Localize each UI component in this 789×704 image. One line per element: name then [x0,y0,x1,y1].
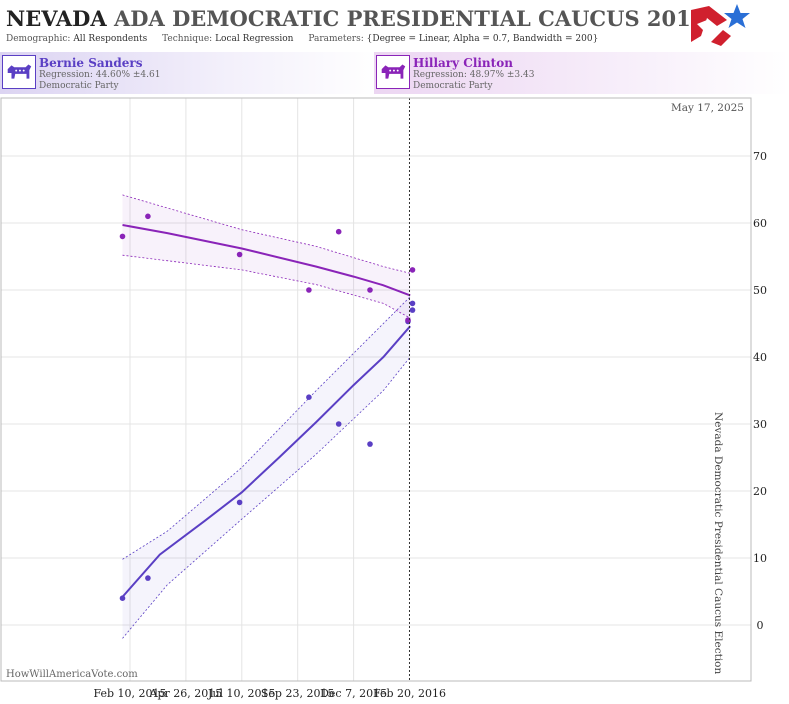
chart-title: NEVADA ADA DEMOCRATIC PRESIDENTIAL CAUCU… [6,6,705,31]
candidate-regression: Regression: 48.97% ±3.43 [413,70,535,80]
plot-border [0,97,752,682]
data-point [119,233,126,240]
data-points [119,213,416,601]
data-point [236,251,243,258]
band-upper-line [122,194,411,274]
title-state: NEVADA [6,6,107,31]
y-tick-label: 30 [753,418,767,431]
plot-frame [0,97,752,682]
watermark: HowWillAmericaVote.com [6,669,138,680]
x-tick-label: Apr 26, 2015 [149,687,223,700]
site-logo-icon [691,4,750,46]
candidate-name: Bernie Sanders [39,56,143,70]
data-point [409,267,416,273]
data-point [335,228,342,235]
title-rest: ADA DEMOCRATIC PRESIDENTIAL CAUCUS 2016 [113,6,706,31]
data-point [367,441,373,447]
x-tick-label: Feb 20, 2016 [373,687,446,700]
confidence-band [122,296,411,639]
date-stamp: May 17, 2025 [671,102,744,114]
data-point [335,421,342,427]
candidate-card-sanders: Bernie Sanders Regression: 44.60% ±4.61 … [0,52,380,94]
band-lower-line [122,254,411,319]
demographic-value: All Respondents [73,34,148,44]
data-point [236,499,243,506]
trend-line [122,224,411,297]
data-point [145,213,151,220]
data-point [306,394,312,401]
data-point [306,287,312,293]
confidence-band [122,194,411,319]
x-tick-label: Sep 23, 2015 [261,687,335,700]
candidate-regression: Regression: 44.60% ±4.61 [39,70,161,80]
candidate-party: Democratic Party [39,81,119,91]
data-point [119,595,126,601]
parameters-label: Parameters: [308,34,364,44]
y-tick-label: 50 [753,284,767,297]
y-tick-label: 60 [753,217,767,230]
data-point [409,307,416,313]
candidate-party: Democratic Party [413,81,493,91]
y-tick-label: 70 [753,150,767,163]
confidence-bands [122,194,411,639]
band-upper-line [122,296,411,560]
data-point [367,287,373,293]
data-point [145,575,151,581]
x-tick-label: Feb 10, 2015 [93,687,166,700]
democratic-donkey-icon [376,55,410,89]
trend-line [121,325,411,598]
candidate-name: Hillary Clinton [413,56,513,70]
y-tick-label: 20 [753,485,767,498]
technique-value: Local Regression [215,34,294,44]
technique-label: Technique: [162,34,213,44]
x-tick-label: Dec 7, 2015 [320,687,387,700]
chart-header: NEVADA ADA DEMOCRATIC PRESIDENTIAL CAUCU… [0,0,789,50]
x-tick-label: Jul 10, 2015 [207,687,276,700]
parameters-value: {Degree = Linear, Alpha = 0.7, Bandwidth… [366,34,599,44]
candidate-card-clinton: Hillary Clinton Regression: 48.97% ±3.43… [374,52,789,94]
election-event-label: Nevada Democratic Presidential Caucus El… [712,412,724,674]
demographic-label: Demographic: [6,34,71,44]
y-tick-label: 10 [753,552,767,565]
trend-lines [121,224,411,598]
y-tick-label: 40 [753,351,767,364]
grid-lines [1,98,751,681]
democratic-donkey-icon [2,55,36,89]
y-tick-label: 0 [757,619,764,632]
parameters-line: Demographic: All Respondents Technique: … [6,34,610,44]
data-point [409,300,416,307]
